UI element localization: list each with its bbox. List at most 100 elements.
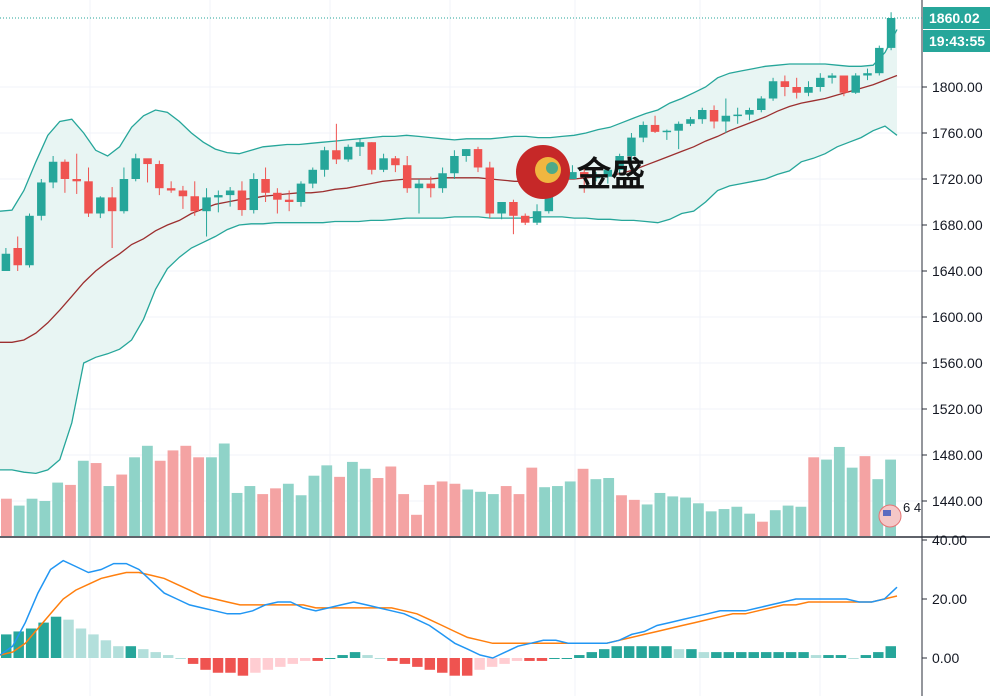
- volume-bar: [487, 494, 499, 536]
- macd-histogram-bar: [636, 646, 647, 658]
- candle-body: [1, 253, 11, 271]
- price-tick-label: 1440.00: [932, 493, 983, 509]
- candle-body: [225, 190, 235, 196]
- countdown-label: 19:43:55: [929, 33, 985, 49]
- watermark: 金盛: [516, 145, 645, 199]
- candle-body: [768, 81, 778, 99]
- badge-label: 6 4: [903, 500, 921, 515]
- macd-histogram-bar: [723, 652, 735, 658]
- volume-bar: [1, 498, 12, 536]
- macd-histogram-bar: [250, 658, 261, 673]
- volume-bar: [90, 463, 102, 536]
- volume-bar: [167, 450, 179, 536]
- macd-axis[interactable]: 40.00 20.00 0.00: [922, 532, 967, 666]
- volume-bar: [423, 484, 435, 536]
- volume-bar: [628, 499, 640, 536]
- last-price-label: 1860.02: [929, 10, 980, 26]
- candle-body: [674, 123, 683, 131]
- candle-body: [190, 196, 199, 212]
- candle-body: [25, 215, 34, 266]
- grid: [0, 0, 922, 696]
- macd-histogram-bar: [798, 652, 809, 658]
- macd-histogram-bar: [736, 652, 747, 658]
- macd-histogram-bar: [873, 652, 884, 658]
- volume-bar: [411, 514, 422, 536]
- candle-body: [48, 161, 58, 183]
- macd-histogram-bar: [125, 646, 137, 658]
- volume-bar: [39, 501, 51, 536]
- candle-body: [391, 158, 400, 166]
- macd-histogram-bar: [885, 646, 896, 658]
- macd-histogram-bar: [748, 652, 759, 658]
- volume-bar: [744, 513, 756, 536]
- candle-body: [804, 87, 813, 93]
- candle-body: [851, 75, 860, 93]
- volume-bar: [641, 504, 653, 536]
- macd-histogram-bar: [1, 634, 12, 658]
- volume-bar: [475, 491, 486, 536]
- bollinger-fill: [0, 29, 897, 474]
- volume-bar: [77, 460, 89, 536]
- candle-body: [875, 47, 884, 74]
- volume-bar: [116, 474, 128, 536]
- macd-histogram-bar: [686, 649, 697, 658]
- volume-bar: [65, 484, 76, 536]
- volume-bar: [782, 505, 794, 536]
- volume-bar: [526, 467, 538, 536]
- price-tick-label: 1640.00: [932, 263, 983, 279]
- macd-histogram-bar: [287, 658, 298, 664]
- volume-bar: [859, 456, 871, 536]
- candle-body: [237, 190, 247, 211]
- macd-tick-label: 20.00: [932, 591, 967, 607]
- price-tick-label: 1600.00: [932, 309, 983, 325]
- macd-histogram-bar: [574, 655, 585, 658]
- macd-histogram-bar: [13, 631, 24, 658]
- volume-bar: [334, 476, 345, 536]
- volume-bar: [667, 496, 679, 536]
- volume-bar: [295, 495, 307, 536]
- candle-body: [450, 156, 459, 174]
- candle-body: [155, 164, 164, 189]
- volume-bar: [13, 505, 25, 536]
- volume-bar: [705, 511, 717, 536]
- macd-histogram-bar: [225, 658, 236, 673]
- candle-body: [414, 183, 424, 189]
- candle-body: [745, 110, 754, 115]
- volume-bar: [321, 465, 333, 536]
- candle-body: [379, 158, 388, 170]
- candle-body: [308, 169, 318, 184]
- candle-body: [757, 98, 766, 110]
- volume-bar: [654, 492, 666, 536]
- volume-bar: [449, 483, 461, 536]
- volume-bar: [141, 445, 153, 536]
- volume-bar: [231, 492, 243, 536]
- candle-body: [143, 158, 152, 165]
- volume-bar: [180, 445, 192, 536]
- candle-body: [461, 149, 471, 156]
- macd-histogram-bar: [499, 658, 510, 664]
- candle-body: [249, 179, 259, 211]
- candle-body: [60, 161, 70, 179]
- macd-histogram-bar: [387, 658, 398, 661]
- macd-histogram-bar: [237, 658, 249, 676]
- candle-body: [638, 124, 648, 138]
- price-axis[interactable]: 1800.00 1760.00 1720.00 1680.00 1640.00 1600.…: [922, 79, 983, 509]
- macd-histogram-bar: [374, 658, 386, 659]
- flag-canton-icon: [883, 510, 891, 516]
- macd-histogram-bar: [162, 655, 174, 658]
- macd-histogram-bar: [810, 655, 822, 658]
- volume-bar: [821, 459, 832, 536]
- volume-bar: [885, 459, 896, 536]
- macd-histogram-bar: [349, 652, 361, 658]
- candle-body: [261, 179, 270, 193]
- event-badge[interactable]: 6 4: [878, 500, 921, 528]
- macd-histogram-bar: [511, 658, 523, 661]
- volume-bar: [539, 487, 551, 536]
- macd-histogram-bar: [200, 658, 211, 670]
- candle-body: [532, 211, 542, 223]
- candle-body: [13, 248, 22, 266]
- volume-bar: [680, 497, 691, 536]
- bollinger-lower-line: [0, 125, 898, 475]
- volume-bar: [603, 478, 615, 536]
